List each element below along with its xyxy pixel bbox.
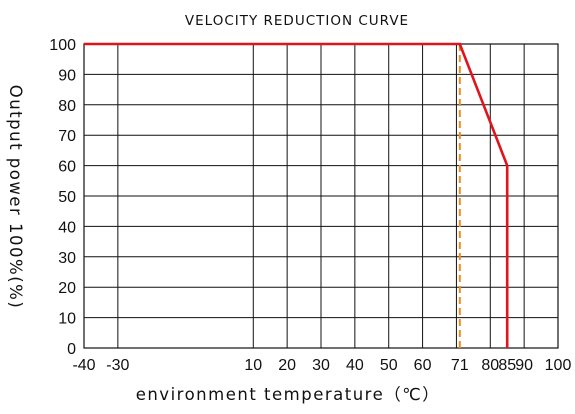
x-axis-label: environment temperature（℃）	[136, 385, 441, 404]
grid-layer	[83, 43, 559, 349]
y-tick-label: 80	[58, 98, 76, 115]
y-tick-label: 50	[58, 189, 76, 206]
series-layer	[84, 42, 509, 348]
x-tick-label: -40	[72, 357, 95, 374]
y-tick-label: 20	[58, 280, 76, 297]
x-tick-label: 80	[481, 357, 499, 374]
chart-title: VELOCITY REDUCTION CURVE	[185, 13, 409, 29]
y-tick-labels: 0 10 20 30 40 50 60 70 80 90 100	[49, 37, 76, 358]
x-tick-label: 40	[346, 357, 364, 374]
y-tick-label: 40	[58, 219, 76, 236]
x-tick-label: 20	[278, 357, 296, 374]
x-tick-label: 30	[312, 357, 330, 374]
y-tick-label: 90	[58, 67, 76, 84]
x-tick-label: 10	[244, 357, 262, 374]
y-tick-label: 30	[58, 250, 76, 267]
y-axis-label: Output power 100%(%)	[6, 85, 25, 310]
y-tick-label: 70	[58, 128, 76, 145]
x-tick-labels: -40 -30 10 20 30 40 50 60 71 80 85 90 100	[72, 357, 571, 374]
x-tick-label: 60	[414, 357, 432, 374]
y-tick-label: 0	[67, 341, 76, 358]
x-tick-label: 50	[380, 357, 398, 374]
y-tick-label: 100	[49, 37, 76, 54]
x-tick-label: 71	[451, 357, 469, 374]
x-tick-label: -30	[106, 357, 129, 374]
y-tick-label: 10	[58, 311, 76, 328]
x-tick-label: 85	[498, 357, 516, 374]
series-line	[84, 42, 509, 348]
y-tick-label: 60	[58, 159, 76, 176]
x-tick-label: 90	[515, 357, 533, 374]
x-tick-label: 100	[545, 357, 572, 374]
